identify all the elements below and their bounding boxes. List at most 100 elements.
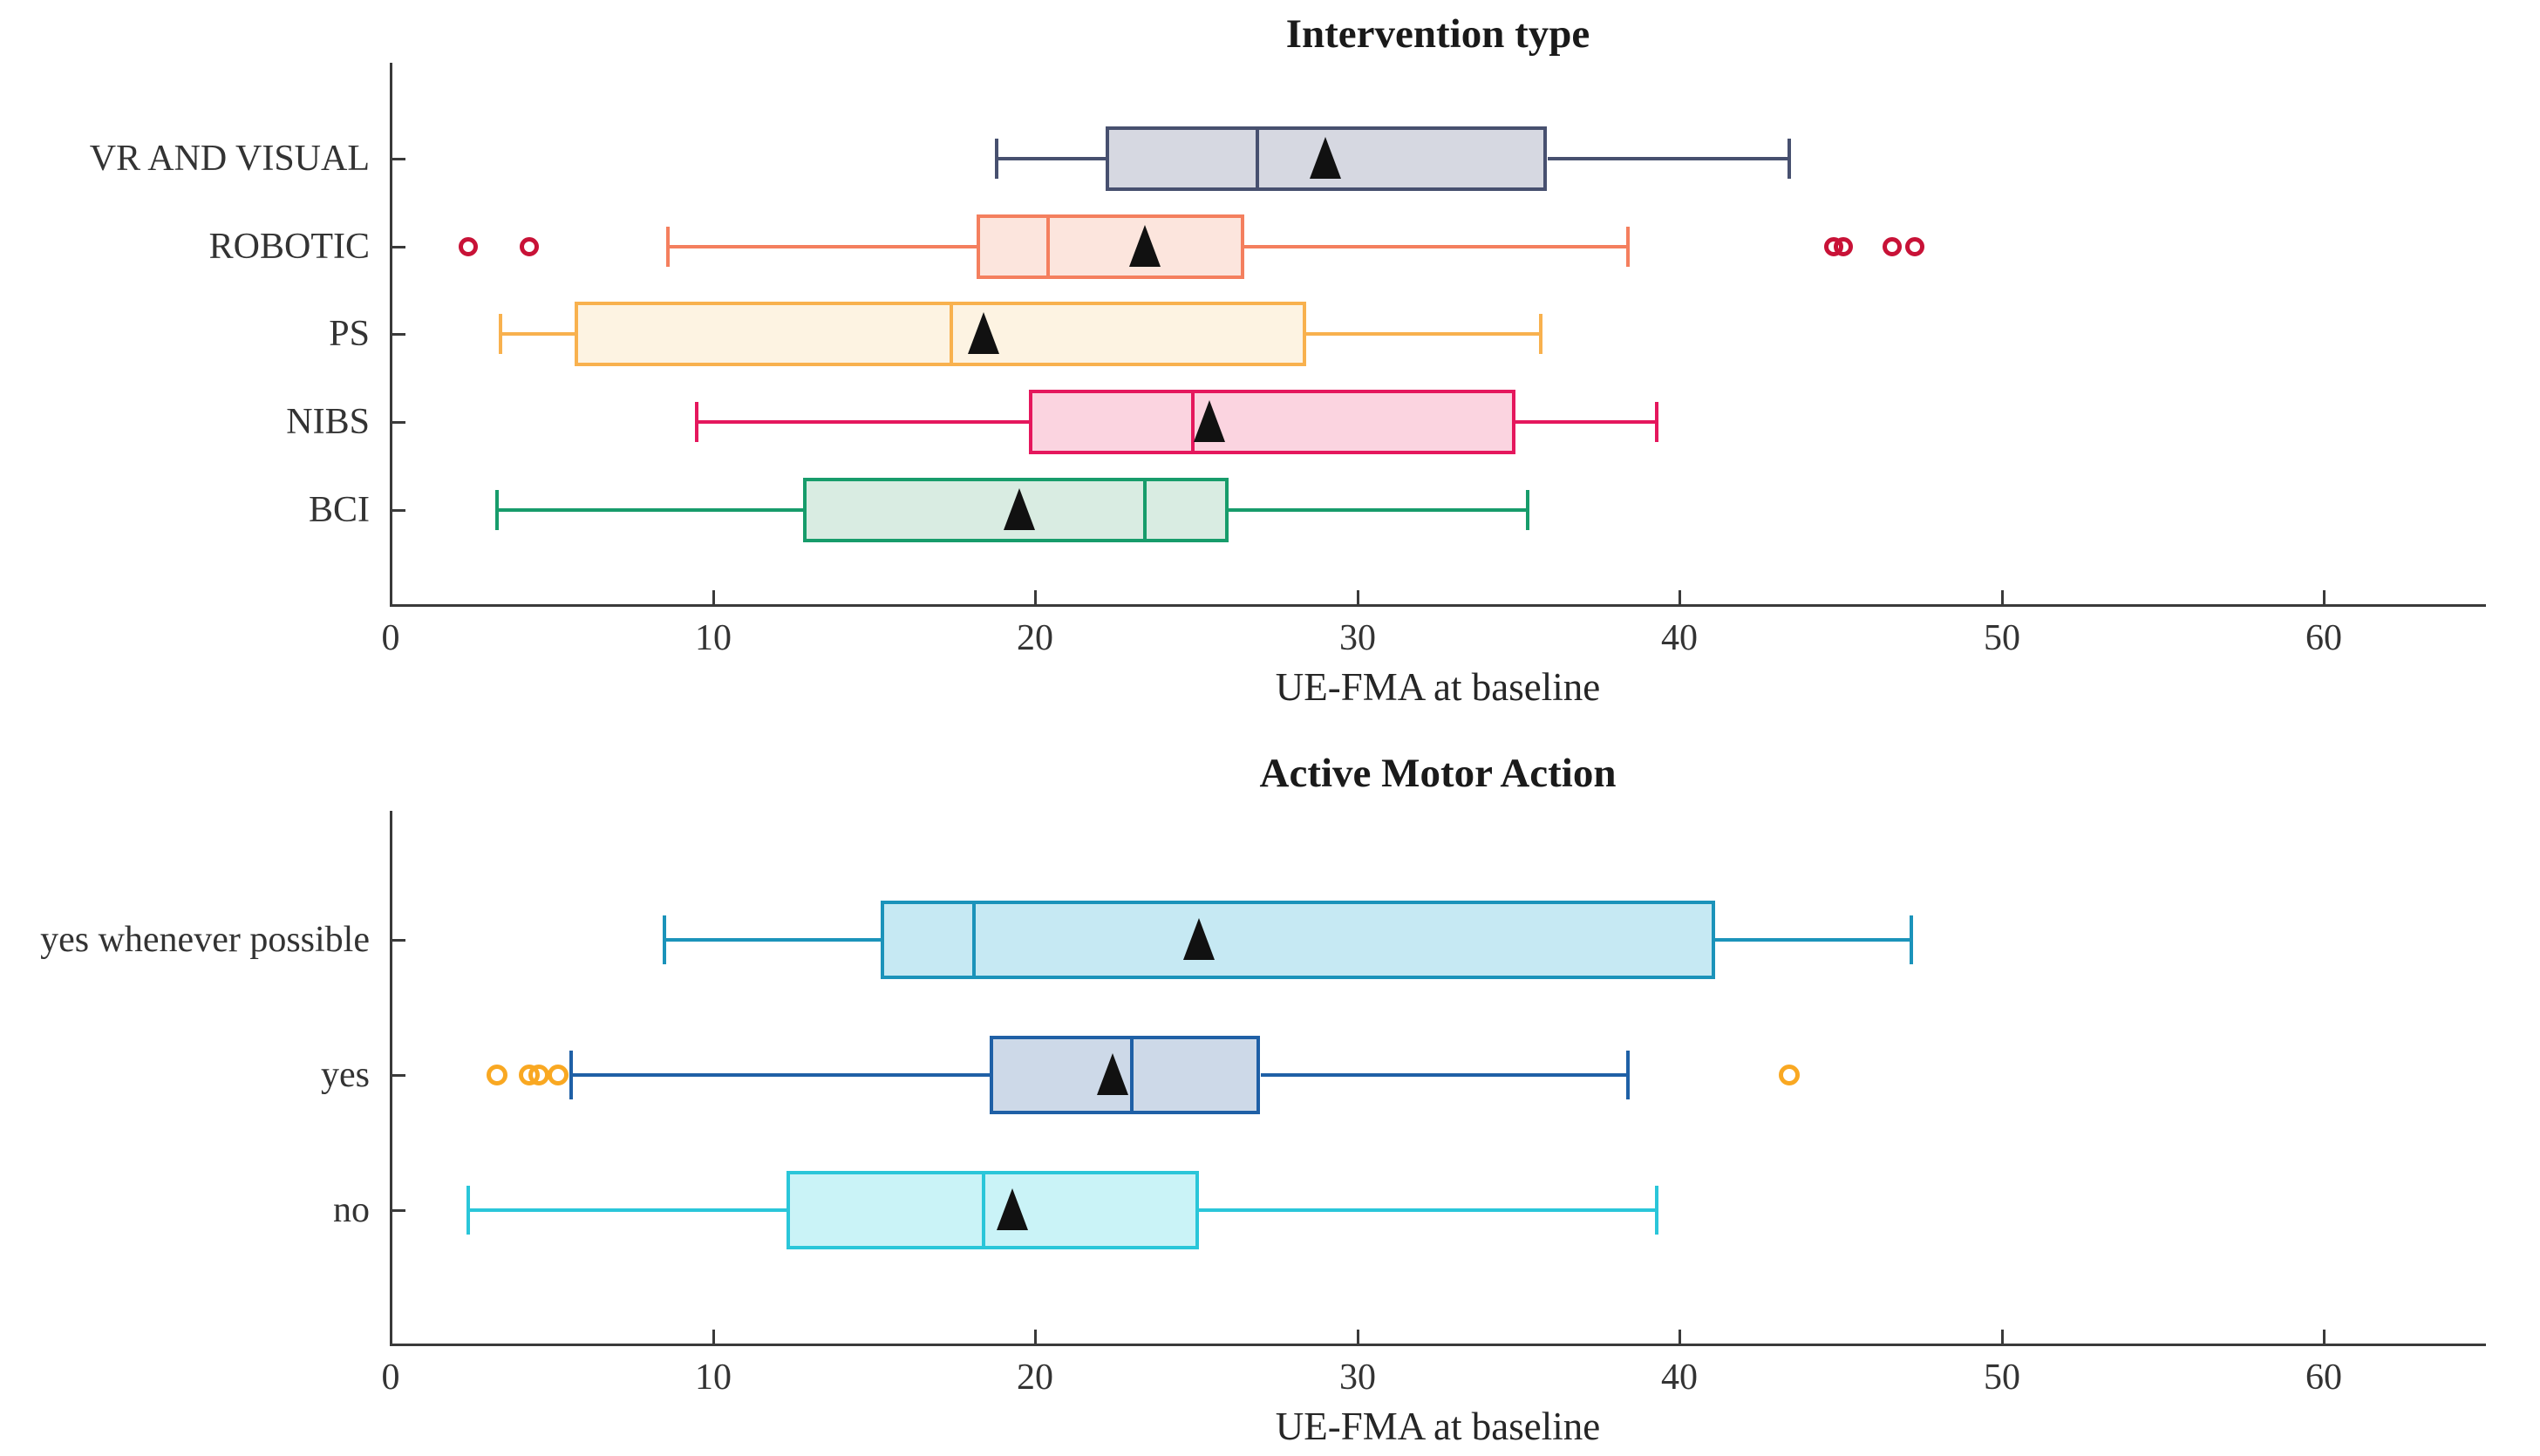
x-tick-label: 50 — [1984, 1357, 2020, 1398]
x-axis-label: UE-FMA at baseline — [1275, 1405, 1601, 1448]
x-tick-label: 50 — [1984, 618, 2020, 658]
x-tick — [2001, 590, 2004, 604]
outlier-point — [487, 1065, 507, 1085]
x-tick-label: 60 — [2305, 1357, 2342, 1398]
whisker-cap-high — [1526, 490, 1529, 530]
outlier-point — [459, 237, 478, 256]
box — [575, 302, 1306, 366]
whisker-cap-low — [995, 139, 998, 179]
median-line — [1256, 130, 1259, 187]
whisker-cap-high — [1626, 1051, 1630, 1099]
whisker-line-high — [1261, 1073, 1628, 1077]
whisker-line-low — [668, 245, 977, 248]
y-tick — [392, 939, 405, 942]
x-tick-label: 10 — [695, 1357, 732, 1398]
y-tick — [392, 158, 405, 160]
whisker-line-low — [997, 157, 1107, 160]
category-label: no — [333, 1190, 370, 1230]
x-axis-line — [390, 604, 2486, 607]
y-axis-line — [390, 811, 392, 1344]
category-label: BCI — [308, 490, 370, 530]
x-tick — [1679, 590, 1681, 604]
x-tick — [1034, 590, 1037, 604]
outlier-point — [1883, 237, 1902, 256]
whisker-cap-high — [1655, 1186, 1658, 1235]
category-label: yes whenever possible — [40, 920, 370, 960]
chart-title: Intervention type — [1285, 11, 1590, 57]
median-line — [1046, 218, 1050, 276]
box — [1029, 390, 1515, 454]
x-tick-label: 60 — [2305, 618, 2342, 658]
x-tick — [1679, 1330, 1681, 1344]
whisker-line-high — [1229, 508, 1529, 512]
outlier-point — [548, 1065, 569, 1085]
whisker-line-high — [1715, 938, 1911, 942]
median-line — [1191, 393, 1195, 451]
mean-marker — [1004, 488, 1035, 530]
y-axis-line — [390, 63, 392, 605]
x-axis-line — [390, 1344, 2486, 1346]
whisker-line-high — [1199, 1208, 1657, 1212]
x-tick — [712, 590, 715, 604]
category-label: ROBOTIC — [208, 227, 370, 267]
mean-marker — [1129, 225, 1161, 267]
x-tick-label: 20 — [1017, 1357, 1053, 1398]
x-tick-label: 0 — [381, 1357, 400, 1398]
x-tick — [712, 1330, 715, 1344]
x-tick — [2323, 1330, 2325, 1344]
whisker-cap-high — [1788, 139, 1791, 179]
outlier-point — [520, 237, 539, 256]
y-tick — [392, 333, 405, 336]
outlier-point — [1834, 237, 1853, 256]
outlier-point — [528, 1065, 549, 1085]
whisker-line-high — [1244, 245, 1628, 248]
x-tick — [1357, 590, 1359, 604]
box — [881, 901, 1715, 979]
whisker-line-low — [468, 1208, 787, 1212]
whisker-line-low — [501, 332, 575, 336]
y-tick — [392, 1074, 405, 1077]
box — [990, 1036, 1260, 1114]
x-tick — [2323, 590, 2325, 604]
category-label: VR AND VISUAL — [89, 139, 370, 179]
y-tick — [392, 246, 405, 248]
whisker-line-high — [1548, 157, 1789, 160]
x-tick-label: 40 — [1661, 1357, 1698, 1398]
y-tick — [392, 509, 405, 512]
whisker-cap-low — [569, 1051, 573, 1099]
median-line — [1130, 1039, 1134, 1111]
box — [787, 1171, 1199, 1249]
x-tick — [1357, 1330, 1359, 1344]
y-tick — [392, 421, 405, 424]
y-tick — [392, 1209, 405, 1212]
x-tick-label: 0 — [381, 618, 400, 658]
outlier-point — [1779, 1065, 1800, 1085]
whisker-cap-high — [1910, 915, 1913, 964]
whisker-cap-low — [495, 490, 499, 530]
whisker-cap-high — [1626, 227, 1630, 267]
category-label: PS — [329, 314, 370, 354]
mean-marker — [1310, 137, 1341, 179]
whisker-line-low — [664, 938, 881, 942]
category-label: yes — [321, 1055, 370, 1095]
whisker-cap-low — [695, 402, 698, 442]
whisker-line-low — [697, 420, 1029, 424]
median-line — [1143, 481, 1147, 539]
x-tick-label: 30 — [1339, 618, 1376, 658]
whisker-line-low — [571, 1073, 990, 1077]
whisker-cap-low — [666, 227, 670, 267]
x-tick-label: 40 — [1661, 618, 1698, 658]
outlier-point — [1905, 237, 1924, 256]
category-label: NIBS — [286, 402, 370, 442]
whisker-line-low — [497, 508, 803, 512]
x-tick — [2001, 1330, 2004, 1344]
mean-marker — [997, 1188, 1028, 1230]
box — [977, 214, 1244, 279]
median-line — [972, 904, 976, 976]
x-axis-label: UE-FMA at baseline — [1275, 665, 1601, 709]
